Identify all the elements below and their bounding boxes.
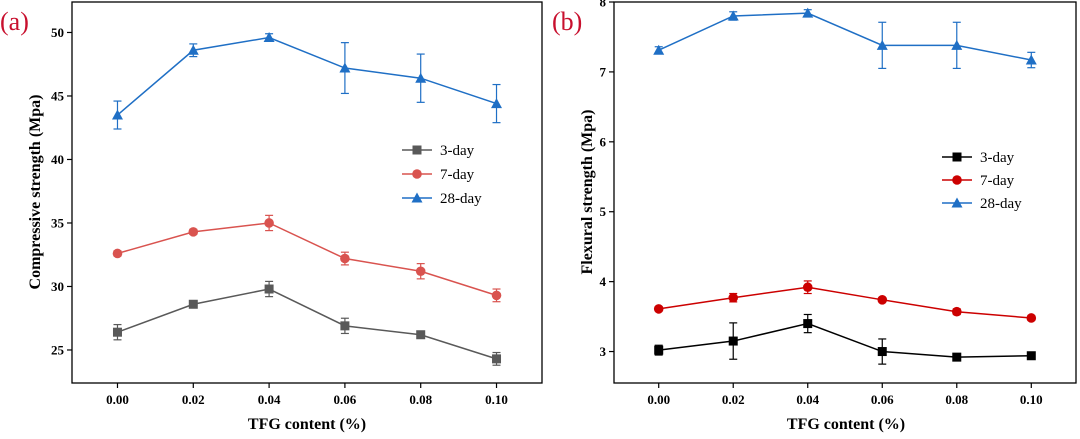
data-point <box>877 295 888 305</box>
data-point <box>952 352 962 362</box>
legend-marker <box>411 192 423 203</box>
y-tick-label: 5 <box>600 204 607 219</box>
data-point <box>264 284 274 294</box>
data-point <box>492 354 502 364</box>
y-tick-label: 6 <box>600 134 607 149</box>
legend-label: 3-day <box>980 150 1015 166</box>
x-axis-label-b: TFG content (%) <box>787 416 905 433</box>
panel-label-b: (b) <box>552 7 582 36</box>
data-point <box>339 62 351 73</box>
data-point <box>728 292 739 303</box>
y-tick-label: 25 <box>51 342 65 357</box>
legend-marker <box>412 169 422 179</box>
series-28-day <box>653 7 1037 70</box>
series-line <box>658 12 1032 61</box>
series-line <box>116 36 497 116</box>
data-point <box>654 345 664 355</box>
y-axis-label-a: Compressive strength (Mpa) <box>27 95 44 290</box>
series-line <box>117 222 497 297</box>
data-point <box>187 44 199 55</box>
series-7-day <box>653 280 1037 323</box>
legend-a: 3-day 7-day 28-day <box>402 143 482 207</box>
y-tick-label: 50 <box>51 25 64 40</box>
data-point <box>728 336 738 346</box>
data-point <box>1026 313 1037 323</box>
chart-panel-b: (b) 0.00 0.02 0.04 0.06 0.08 0.10 3 4 5 6 7 8 TFG … <box>552 0 1077 433</box>
data-point <box>340 253 350 264</box>
x-tick-label: 0.10 <box>485 392 508 407</box>
data-point <box>951 306 962 317</box>
chart-panel-a: (a) 0.00 0.02 0.04 0.06 0.08 0.10 25 30 35 40 45 5… <box>0 1 543 433</box>
y-tick-label: 30 <box>51 279 64 294</box>
data-point <box>340 321 350 331</box>
legend-marker <box>412 145 422 155</box>
x-tick-label: 0.10 <box>1020 392 1043 407</box>
data-point <box>951 39 963 50</box>
data-point <box>416 330 426 340</box>
data-point <box>112 327 122 337</box>
data-point <box>877 347 887 357</box>
x-tick-label: 0.04 <box>258 392 281 407</box>
series-3-day <box>112 280 502 366</box>
legend-label: 28-day <box>440 191 482 207</box>
series-line <box>658 286 1032 319</box>
data-point <box>803 319 813 329</box>
data-point <box>802 7 814 18</box>
legend-marker <box>952 175 962 185</box>
data-point <box>491 98 503 109</box>
data-point <box>653 44 665 55</box>
data-point <box>653 304 664 314</box>
x-tick-label: 0.02 <box>182 392 205 407</box>
data-point <box>112 248 123 259</box>
x-axis-label-a: TFG content (%) <box>248 416 366 433</box>
x-tick-label: 0.08 <box>945 392 968 407</box>
x-tick-label: 0.04 <box>796 392 819 407</box>
data-point <box>188 227 199 237</box>
series-line <box>117 288 497 360</box>
y-tick-label: 40 <box>51 152 64 167</box>
data-point <box>415 266 426 277</box>
x-tick-label: 0.06 <box>334 392 357 407</box>
panel-label-a: (a) <box>0 7 29 36</box>
y-tick-label: 35 <box>51 215 65 230</box>
y-tick-label: 4 <box>600 274 607 289</box>
data-point <box>802 282 813 293</box>
legend-b: 3-day 7-day 28-day <box>942 150 1022 212</box>
series-7-day <box>112 214 502 303</box>
series-3-day <box>654 313 1036 365</box>
legend-label: 7-day <box>980 173 1015 189</box>
legend-label: 28-day <box>980 196 1022 212</box>
legend-label: 7-day <box>440 167 475 183</box>
data-point <box>264 218 274 228</box>
x-tick-label: 0.06 <box>871 392 894 407</box>
data-point <box>1025 54 1037 65</box>
x-tick-label: 0.00 <box>106 392 129 407</box>
data-point <box>491 290 502 301</box>
data-point <box>727 10 739 21</box>
x-tick-label: 0.00 <box>647 392 670 407</box>
y-tick-label: 7 <box>600 64 607 79</box>
data-point <box>1026 351 1036 361</box>
y-tick-label: 3 <box>600 344 607 359</box>
legend-marker <box>952 152 962 162</box>
y-tick-label: 8 <box>600 0 607 10</box>
data-point <box>263 32 275 43</box>
legend-label: 3-day <box>440 143 475 159</box>
series-line <box>658 322 1032 358</box>
plot-frame-a <box>71 1 543 384</box>
data-point <box>876 39 888 50</box>
x-tick-label: 0.02 <box>722 392 745 407</box>
plot-frame-b <box>613 1 1077 384</box>
y-tick-label: 45 <box>51 88 65 103</box>
y-axis-label-b: Flexural strength (Mpa) <box>579 109 596 274</box>
data-point <box>111 109 123 120</box>
series-28-day <box>111 32 503 130</box>
legend-marker <box>951 197 963 208</box>
data-point <box>415 72 427 83</box>
data-point <box>188 299 198 309</box>
x-tick-label: 0.08 <box>409 392 432 407</box>
